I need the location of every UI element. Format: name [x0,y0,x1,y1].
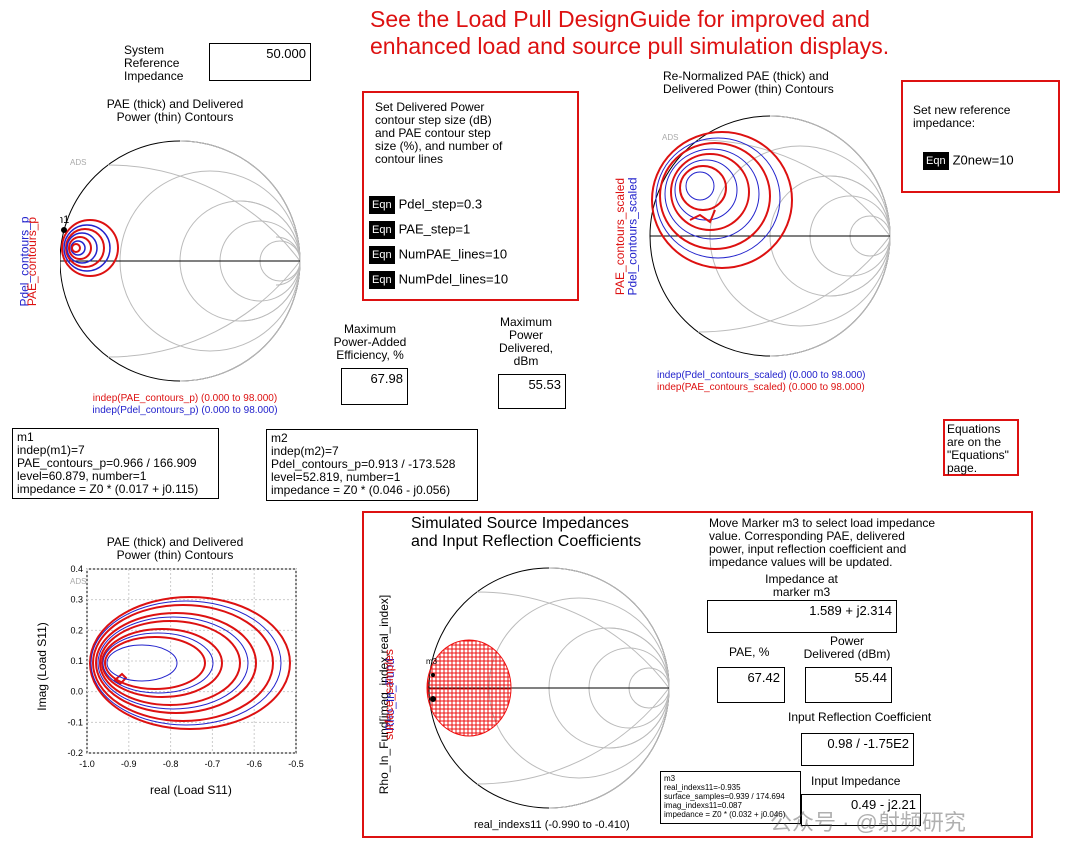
system-ref-label: System Reference Impedance [124,43,184,83]
plot2-xlabels: indep(Pdel_contours_scaled) (0.000 to 98… [657,370,866,393]
m2-readout[interactable]: m2 indep(m2)=7 Pdel_contours_p=0.913 / -17… [266,429,478,501]
plot2-ads-logo: ADS [662,133,678,142]
step-size-description: Set Delivered Power contour step size (dB… [375,100,503,166]
source-panel-title: Simulated Source Impedances and Input Ref… [411,515,642,550]
m3-marker-dot [431,673,435,677]
source-ylabels: Rho_In_Fund[imag_index,real_index] Rho_I… [377,594,397,795]
m1-marker-label: m1 [60,214,69,226]
pdel-contour-3 [102,632,214,694]
plot3-xlabel: real (Load S11) [150,783,232,797]
eqn-pae-step[interactable]: Eqn PAE_step=1 [369,221,470,239]
m1-readout[interactable]: m1 indep(m1)=7 PAE_contours_p=0.966 / 166.… [12,428,219,499]
plot3-xtick-label: -0.8 [163,759,179,769]
impedance-m3-value[interactable]: 1.589 + j2.314 [707,600,897,633]
eqn-num-pae-lines[interactable]: Eqn NumPAE_lines=10 [369,246,507,264]
pdel-label: Power Delivered (dBm) [803,634,891,661]
source-impedance-dot [430,696,436,702]
plot3-ylabel: Imag (Load S11) [34,622,49,711]
m3-readout[interactable]: m3 real_indexs11=-0.935 surface_samples=0.… [660,771,801,824]
plot3-ytick-label: 0.2 [70,625,83,635]
input-impedance-label: Input Impedance [811,774,901,788]
plot3-ytick-label: -0.1 [67,717,83,727]
m3-marker-label: m3 [426,657,438,666]
designguide-headline: See the Load Pull DesignGuide for improv… [370,6,890,59]
m1-marker-dot [61,227,67,233]
pae-contour-4 [99,620,241,706]
smith-chart-source[interactable]: m3 [414,563,684,823]
plot1-ads-logo: ADS [70,158,86,167]
plot3-xtick-label: -1.0 [79,759,95,769]
eqn-pdel-step[interactable]: Eqn Pdel_step=0.3 [369,196,482,214]
max-pae-label: Maximum Power-Added Efficiency, % [333,322,407,362]
source-xlabel: real_indexs11 (-0.990 to -0.410) [474,819,630,831]
smith-chart-pae-pdel[interactable]: ADS m1 [60,130,310,390]
max-pdel-label: Maximum Power Delivered, dBm [498,315,554,368]
ref-impedance-panel: Set new reference impedance: Eqn Z0new=10 [901,80,1060,193]
plot2-ylabels: PAE_contours_scaled Pdel_contours_scaled [613,177,640,296]
step-size-panel: Set Delivered Power contour step size (dB… [362,91,579,301]
pae-value[interactable]: 67.42 [717,667,785,703]
pae-contour-inner [113,672,128,686]
pae-contour-5 [101,628,223,698]
impedance-m3-label: Impedance at marker m3 [765,572,838,599]
plot1-xlabels: indep(PAE_contours_p) (0.000 to 98.000) … [92,393,278,416]
eqn-z0new[interactable]: Eqn Z0new=10 [923,152,1014,170]
eqn-num-pdel-lines[interactable]: Eqn NumPdel_lines=10 [369,271,508,289]
plot3-xtick-label: -0.6 [246,759,262,769]
plot3-title: PAE (thick) and Delivered Power (thin) Co… [106,535,244,562]
plot2-title: Re-Normalized PAE (thick) and Delivered P… [663,69,834,96]
system-ref-value[interactable]: 50.000 [209,43,311,81]
plot1-ylabels: Pdel_contours_p PAE_contours_p [17,216,40,307]
plot3-xtick-label: -0.7 [205,759,221,769]
equations-note: Equations are on the "Equations" page. [943,419,1019,476]
surface-samples-cloud [426,639,512,737]
plot3-ytick-label: 0.0 [70,687,83,697]
pdel-contour-4 [106,644,178,682]
pae-contour-1 [89,596,291,730]
pae-contour-6 [104,636,206,690]
max-pdel-value[interactable]: 55.53 [498,374,566,409]
plot3-xtick-label: -0.9 [121,759,137,769]
plot3-ytick-label: 0.3 [70,595,83,605]
ref-impedance-description: Set new reference impedance: [913,103,1011,130]
smith-chart-renormalized[interactable]: ADS [640,110,910,370]
plot3-ads-logo: ADS [70,577,86,586]
input-reflection-label: Input Reflection Coefficient [788,710,932,724]
pae-contour-2 [92,604,274,722]
pae-label: PAE, % [729,645,770,659]
max-pae-value[interactable]: 67.98 [341,368,408,405]
plot3-xtick-label: -0.5 [288,759,304,769]
input-reflection-value[interactable]: 0.98 / -1.75E2 [801,733,914,766]
plot3-ytick-label: 0.4 [70,564,83,574]
pdel-contour-2 [97,616,249,710]
plot1-title: PAE (thick) and Delivered Power (thin) Co… [106,97,244,124]
pae-contour-3 [95,612,257,714]
pdel-contour-1 [90,600,282,726]
plot3-chart[interactable]: -1.0 -0.9 -0.8 -0.7 -0.6 -0.5 0.4 0.3 0.2 0.1 0.0 -… [30,562,310,777]
pdel-value[interactable]: 55.44 [805,667,892,703]
plot3-ytick-label: 0.1 [70,656,83,666]
source-impedance-panel: Simulated Source Impedances and Input Ref… [362,511,1033,838]
watermark: 公众号 · @射频研究 [770,810,966,835]
input-impedance-value[interactable]: 0.49 - j2.21 [801,794,921,826]
plot3-ytick-label: -0.2 [67,748,83,758]
source-panel-description: Move Marker m3 to select load impedance v… [709,516,936,569]
